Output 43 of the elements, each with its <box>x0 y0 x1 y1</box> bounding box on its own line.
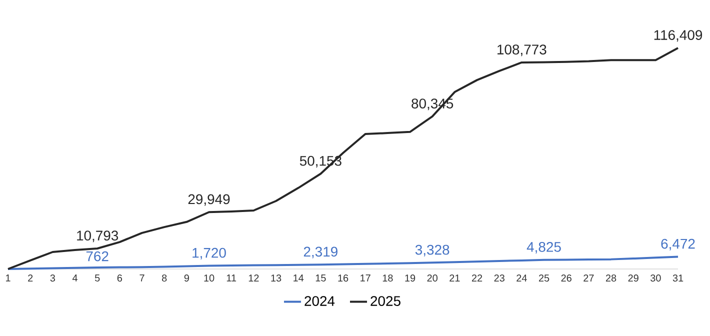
x-tick-label: 7 <box>140 274 144 282</box>
x-tick-label: 13 <box>271 274 282 282</box>
data-label: 116,409 <box>654 30 702 42</box>
x-tick-label: 25 <box>538 274 550 282</box>
data-label: 762 <box>86 251 108 262</box>
x-tick-label: 31 <box>672 274 684 282</box>
x-tick-label: 10 <box>204 274 214 282</box>
x-tick-label: 6 <box>117 274 122 282</box>
data-label: 6,472 <box>661 238 695 250</box>
x-tick-label: 22 <box>472 274 482 282</box>
x-tick-label: 11 <box>226 274 236 282</box>
x-tick-label: 17 <box>360 274 370 282</box>
x-tick-label: 3 <box>50 274 56 282</box>
x-tick-label: 12 <box>248 274 259 282</box>
x-tick-label: 15 <box>316 274 326 282</box>
data-label: 3,328 <box>415 244 450 256</box>
data-label: 10,793 <box>77 230 118 242</box>
x-tick-label: 18 <box>382 274 393 282</box>
x-tick-label: 28 <box>606 274 616 282</box>
legend-label: 2025 <box>370 296 400 306</box>
x-tick-label: 20 <box>427 274 438 282</box>
data-label: 1,720 <box>192 248 226 260</box>
x-tick-label: 27 <box>584 274 594 282</box>
x-tick-label: 2 <box>28 274 33 282</box>
data-label: 29,949 <box>188 194 230 206</box>
x-tick-label: 4 <box>72 274 78 282</box>
x-tick-label: 1 <box>6 274 10 282</box>
x-tick-label: 8 <box>162 274 167 282</box>
x-tick-label: 9 <box>184 274 189 282</box>
data-label: 2,319 <box>304 246 338 258</box>
x-tick-label: 14 <box>294 274 304 282</box>
x-tick-label: 23 <box>494 274 504 282</box>
x-tick-label: 29 <box>628 274 638 282</box>
data-label: 4,825 <box>526 242 561 254</box>
x-tick-label: 21 <box>450 274 460 282</box>
x-tick-label: 24 <box>516 274 527 282</box>
x-tick-label: 16 <box>338 274 348 282</box>
x-tick-label: 26 <box>561 274 572 282</box>
data-label: 108,773 <box>498 44 546 56</box>
x-tick-label: 19 <box>405 274 416 282</box>
x-tick-label: 5 <box>94 274 100 282</box>
legend-label: 2024 <box>304 296 335 306</box>
x-tick-label: 30 <box>650 274 661 282</box>
